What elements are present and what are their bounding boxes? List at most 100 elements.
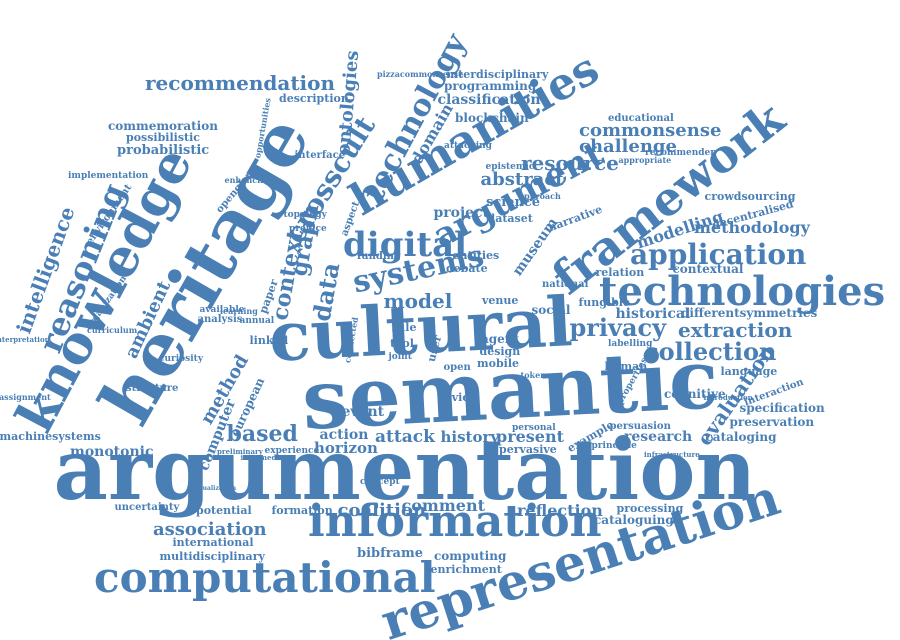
word-mobile: mobile [477,356,520,370]
word-preface: preface [289,223,327,234]
word-potential: potential [196,503,252,517]
word-extraction: extraction [678,318,793,342]
word-preliminary: preliminary [217,446,263,456]
word-curriculum: curriculum [87,325,138,335]
word-national: national [542,279,589,290]
word-pizzacommonsense: pizzacommonsense [377,69,464,79]
word-design: design [479,344,521,358]
word-intermediate: intermediate [240,452,292,462]
word-based: based [226,421,298,447]
word-appropriate: appropriate [618,155,672,165]
word-comment: comment [401,496,485,515]
word-recommender: recommender [645,147,716,158]
word-cognitive: cognitive [664,387,726,401]
word-processing: processing [616,501,684,515]
word-introduction: introduction [703,392,753,402]
word-assignment: assignment [0,392,51,402]
word-resource: resource [521,151,619,175]
word-monotonic: monotonic [70,444,154,460]
word-recommendation: recommendation [145,71,336,95]
word-digital: digital [343,225,468,265]
word-review: review [439,390,479,404]
word-analysis: analysis [197,314,243,325]
word-reflection: reflection [517,501,603,520]
word-enhancing: enhancing [224,175,272,185]
word-funding: funding [357,251,401,262]
word-project: project [433,205,489,221]
word-venue: venue [482,293,519,307]
word-cataloguing: cataloguing [594,513,674,527]
word-enrichment: enrichment [430,562,502,576]
word-interdisciplinary: interdisciplinary [446,67,549,81]
word-event: event [341,404,385,420]
word-blockchain: blockchain [455,111,529,125]
word-persuasion: persuasion [609,421,671,432]
word-open: open [443,362,471,373]
word-horizon: horizon [314,438,378,457]
word-interface: interface [294,150,346,161]
word-bibframe: bibframe [357,545,424,561]
word-entities: entities [452,248,500,262]
word-privacy: privacy [569,313,667,342]
word-possibilistic: possibilistic [126,130,200,144]
word-abstract: abstract [480,169,564,190]
word-educational: educational [608,113,674,124]
word-commonsense: commonsense [579,120,722,141]
word-learning: learning [220,306,258,316]
word-tool: tool [390,336,414,350]
word-curiosity: curiosity [159,353,204,364]
word-relation: relation [595,265,645,279]
word-present: present [496,427,565,446]
word-research: research [624,429,693,445]
word-description: description [279,91,349,105]
word-annual: annual [239,315,275,326]
word-personal: personal [512,422,556,433]
word-historical: historical [615,306,691,322]
word-infrastructure: infrastructure [644,449,700,459]
word-machinesystems: machinesystems [0,429,101,443]
word-application: application [630,238,807,271]
word-social: social [531,303,571,317]
word-computational: computational [94,553,436,602]
word-rule: rule [391,320,417,334]
word-science: science [486,194,541,210]
word-reinterpretation: reinterpretation [0,334,50,344]
word-attack: attack [375,426,435,447]
word-action: action [319,427,369,443]
word-preservation: preservation [729,415,815,429]
word-linked: linked [249,333,289,347]
word-collection: collection [644,337,777,366]
word-specification: specification [739,401,825,415]
word-programming: programming [444,79,537,93]
word-differentsymmetries: differentsymmetries [681,306,818,320]
word-approach: approach [519,191,561,201]
word-classification: classification [437,92,541,108]
word-attacking: attacking [444,140,492,151]
word-human: human [604,359,648,373]
word-labelling: labelling [608,338,653,349]
word-concept: concept [360,476,400,487]
word-model: model [383,289,453,313]
word-methodology: methodology [694,218,810,237]
word-available: available [199,304,245,315]
word-multidisciplinary: multidisciplinary [159,549,265,563]
word-cataloging: cataloging [705,430,777,444]
word-information: information [308,496,602,547]
word-technologies: technologies [599,268,886,315]
word-challenge: challenge [579,136,677,157]
word-principle: principle [591,440,637,451]
word-history: history [440,427,500,446]
word-contextual: contextual [672,262,744,276]
word-language: language [720,364,778,378]
word-computing: computing [434,549,507,563]
word-pervasive: pervasive [499,442,557,456]
word-agent: agent [481,332,520,346]
word-topology: topology [283,209,327,220]
word-structure: structure [126,383,179,394]
word-joint: joint [388,351,412,362]
word-dataset: dataset [487,211,533,225]
word-experience: experience [264,445,320,456]
word-fungible: fungible [578,295,630,309]
word-crowdsourcing: crowdsourcing [704,189,796,203]
